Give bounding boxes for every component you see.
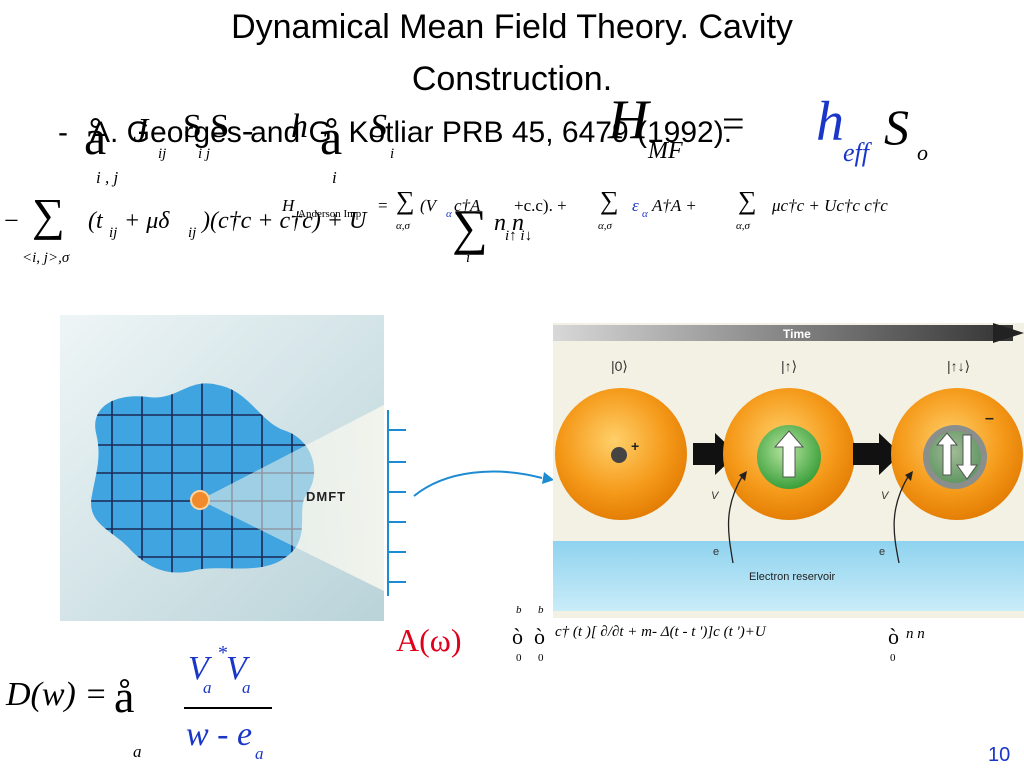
mapping-arrow xyxy=(413,470,543,497)
hubbard-t-sub: ij xyxy=(109,225,118,241)
plus-sign: + xyxy=(631,438,639,454)
delta-num-V-sub: a xyxy=(203,678,212,697)
anderson-V: (V xyxy=(420,196,437,215)
anderson-sum1-sub: α,σ xyxy=(396,220,410,232)
hubbard-sum2-sub: i xyxy=(466,250,471,266)
bath-connector xyxy=(387,410,554,596)
electron-reservoir xyxy=(553,541,1024,611)
delta-sum: å xyxy=(114,671,135,722)
impurity-site xyxy=(190,490,210,510)
anderson-mu-U: μc†c + Uc†c c†c xyxy=(772,196,888,215)
anderson-equals: = xyxy=(378,196,388,215)
overlay-S-o: S xyxy=(884,99,909,155)
dmft-label: DMFT xyxy=(306,489,346,504)
action-lower-1: 0 xyxy=(516,652,522,664)
delta-lhs: D(w) = xyxy=(6,676,108,713)
spin-up-arrow-2-icon xyxy=(935,432,959,476)
overlay-SS: S S xyxy=(183,108,230,145)
hubbard-n-term: n n xyxy=(494,210,524,236)
electron-1: e xyxy=(713,546,719,558)
spectral-function-label: A(ω) xyxy=(396,622,462,658)
action-integral-3: ò xyxy=(888,624,899,649)
hubbard-operators: )(c†c + c†c) + U xyxy=(202,208,367,234)
overlay-sum-symbol-2: å xyxy=(320,109,343,165)
hopping-v-2: V xyxy=(881,490,890,502)
anderson-epsilon: ε xyxy=(632,196,639,215)
anderson-H: H xyxy=(282,196,295,215)
delta-num-V2: V xyxy=(226,650,247,687)
overlay-J-sub: ij xyxy=(158,146,167,162)
action-integral-1: ò xyxy=(512,624,523,649)
slide-title-line2: Construction. xyxy=(411,60,613,98)
overlay-S-o-sub: o xyxy=(917,140,928,165)
anderson-sum-1: ∑ xyxy=(396,186,415,215)
hubbard-sum-2: ∑ xyxy=(452,199,488,255)
hubbard-n-sub: i↑ i↓ xyxy=(505,228,533,244)
delta-num-V2-sub: a xyxy=(242,678,251,697)
anderson-sum-2: ∑ xyxy=(600,186,619,215)
overlay-Si-sub: i xyxy=(390,146,395,162)
state-zero: |0⟩ xyxy=(611,358,628,374)
time-bar xyxy=(553,325,1013,341)
overlay-J: J xyxy=(133,112,149,149)
hubbard-delta-sub: ij xyxy=(188,225,197,241)
hubbard-t: (t xyxy=(88,208,103,234)
delta-num-star: * xyxy=(218,642,228,664)
action-integral-2: ò xyxy=(534,624,545,649)
overlay-SS-sub: i j xyxy=(198,146,211,162)
transition-arrow-2 xyxy=(853,433,901,475)
action-upper-b1: b xyxy=(516,604,522,616)
action-upper-b2: b xyxy=(538,604,544,616)
slide-title-line1: Dynamical Mean Field Theory. Cavity xyxy=(231,8,793,46)
delta-den-sub: a xyxy=(255,744,264,763)
anderson-cc: +c.c). + xyxy=(514,196,567,215)
hopping-v-1: V xyxy=(711,490,720,502)
overlay-sum-sub-1: i , j xyxy=(96,168,119,187)
overlay-h-eff: h xyxy=(816,91,844,153)
overlay-H: H xyxy=(608,89,649,151)
state-up: |↑⟩ xyxy=(781,358,797,374)
action-lower-3: 0 xyxy=(890,652,896,664)
anderson-H-sub: Anderson Imp xyxy=(298,208,362,220)
anderson-AA: A†A + xyxy=(652,196,697,215)
overlay-sum-sub-2: i xyxy=(332,168,337,187)
spin-down-arrow-icon xyxy=(956,434,978,480)
anderson-epsilon-sub: α xyxy=(642,208,648,220)
anderson-sum2-sub: α,σ xyxy=(598,220,612,232)
action-tail: n n xyxy=(906,626,925,642)
state-updown: |↑↓⟩ xyxy=(947,358,970,374)
hubbard-sum: ∑ xyxy=(32,189,65,240)
citation-text: A. Georges and G. Kotliar PRB 45, 6479 (… xyxy=(90,116,733,149)
action-body: c† (t )[ ∂/∂t + m- Δ(t - t ')]c (t ')+U xyxy=(555,624,766,640)
page-number: 10 xyxy=(988,744,1011,766)
overlay-h: h xyxy=(291,108,308,145)
bullet-dash: - xyxy=(58,116,68,149)
impurity-time-figure: Time |0⟩ |↑⟩ |↑↓⟩ + – V V e e Electron r… xyxy=(553,323,1024,618)
overlay-equals: = xyxy=(722,101,745,146)
minus-sign: – xyxy=(985,410,994,427)
fraction-bar xyxy=(184,707,272,709)
delta-sum-sub: a xyxy=(133,742,142,761)
overlay-H-sub: MF xyxy=(648,138,683,164)
overlay-sum-symbol-1: å xyxy=(84,109,107,165)
anderson-cA: c†A xyxy=(454,196,481,215)
anderson-sum3-sub: α,σ xyxy=(736,220,750,232)
hubbard-mu-delta: + μδ xyxy=(124,208,170,234)
overlay-h-eff-sub: eff xyxy=(843,138,869,167)
dmft-cavity-figure: DMFT xyxy=(60,315,384,621)
time-label: Time xyxy=(783,327,811,341)
hubbard-sum-sub: <i, j>,σ xyxy=(22,250,70,266)
anderson-V-sub: α xyxy=(446,208,452,220)
delta-num-V: V xyxy=(188,650,209,687)
electron-2: e xyxy=(879,546,885,558)
reservoir-label: Electron reservoir xyxy=(749,571,836,583)
overlay-Si: S xyxy=(370,108,387,145)
action-lower-2: 0 xyxy=(538,652,544,664)
hubbard-lead: − xyxy=(4,206,19,235)
delta-denominator: w - e xyxy=(186,716,253,753)
overlay-minus: - xyxy=(242,112,254,149)
spin-up-arrow-icon xyxy=(773,430,805,478)
anderson-sum-3: ∑ xyxy=(738,186,757,215)
